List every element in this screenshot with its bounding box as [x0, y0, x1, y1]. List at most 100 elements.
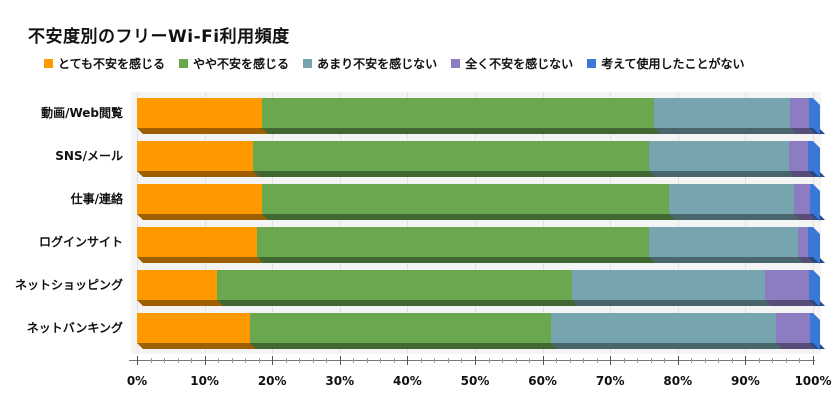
bar-segment	[262, 98, 667, 134]
stacked-bar	[137, 227, 825, 263]
bar-segment	[808, 98, 825, 134]
major-tick	[204, 356, 206, 365]
minor-tick	[150, 358, 152, 363]
major-tick	[745, 356, 747, 365]
legend-swatch-icon	[303, 59, 313, 68]
major-tick	[339, 356, 341, 365]
bar-segment-shadow	[216, 300, 584, 306]
x-tick-label: 70%	[595, 374, 625, 388]
stacked-bar	[137, 313, 825, 349]
x-tick-label: 10%	[190, 374, 219, 388]
major-tick	[407, 356, 409, 365]
stacked-bar	[137, 270, 825, 306]
bar-segment	[654, 98, 802, 134]
minor-tick	[353, 358, 355, 363]
bar-end-face	[813, 98, 820, 135]
bar-segment	[249, 313, 563, 349]
legend-label: 全く不安を感じない	[465, 57, 574, 71]
bar-segment-shadow	[253, 171, 661, 177]
category-label: 動画/Web閲覧	[41, 106, 123, 120]
legend-label: やや不安を感じる	[193, 57, 290, 71]
bar-segment	[571, 270, 777, 306]
bar-segment-shadow	[137, 171, 266, 177]
legend-item: 考えて使用したことがない	[587, 55, 745, 72]
bar-segment	[137, 270, 229, 306]
bar-segment-shadow	[668, 214, 807, 220]
bar-row: 仕事/連絡	[71, 184, 825, 227]
gridline	[137, 92, 138, 354]
category-label: ネットバンキング	[26, 321, 123, 335]
bar-segment	[809, 313, 825, 349]
minor-tick	[299, 358, 301, 363]
bar-segment	[137, 141, 266, 177]
legend-item: やや不安を感じる	[179, 55, 289, 72]
x-tick-label: 80%	[663, 374, 693, 388]
minor-tick	[650, 358, 652, 363]
legend: とても不安を感じる やや不安を感じる あまり不安を感じない 全く不安を感じない 考えて使…	[44, 55, 745, 72]
major-tick	[610, 356, 612, 365]
gridline	[475, 92, 476, 354]
minor-tick	[434, 358, 436, 363]
gridline	[407, 92, 409, 354]
bar-segment-shadow	[249, 343, 563, 349]
major-tick	[475, 356, 476, 365]
minor-tick	[556, 358, 558, 363]
gridline	[610, 92, 612, 354]
bar-end-face	[813, 270, 820, 307]
minor-tick	[515, 358, 517, 363]
bar-segment-shadow	[137, 128, 275, 134]
minor-tick	[758, 358, 760, 363]
bar-segment	[808, 227, 825, 263]
minor-tick	[785, 358, 787, 363]
bar-segment	[253, 141, 661, 177]
minor-tick	[731, 358, 733, 363]
bar-segment	[137, 184, 275, 220]
x-tick-label: 40%	[393, 374, 422, 388]
minor-tick	[191, 358, 193, 363]
minor-tick	[691, 358, 693, 363]
bar-segment-shadow	[648, 171, 801, 177]
bar-segment	[764, 270, 821, 306]
minor-tick	[461, 358, 463, 363]
major-tick	[813, 356, 814, 365]
bar-segment-shadow	[137, 214, 275, 220]
x-tick-label: 60%	[528, 374, 557, 388]
bar-row: ネットショッピング	[15, 270, 825, 313]
legend-swatch-icon	[179, 59, 189, 68]
bar-segment	[809, 184, 825, 220]
minor-tick	[393, 358, 395, 363]
x-tick-label: 30%	[325, 374, 355, 388]
legend-item: 全く不安を感じない	[451, 55, 573, 72]
gridline	[272, 92, 274, 354]
bar-segment-shadow	[571, 300, 777, 306]
bar-segment	[550, 313, 788, 349]
major-tick	[137, 356, 138, 365]
bar-end-face	[813, 313, 820, 350]
bar-segment-shadow	[648, 257, 811, 263]
x-tick-label: 100%	[794, 374, 832, 388]
minor-tick	[637, 358, 639, 363]
gridline	[813, 92, 814, 354]
minor-tick	[623, 358, 625, 363]
legend-label: 考えて使用したことがない	[601, 57, 745, 71]
bar-segment	[216, 270, 584, 306]
minor-tick	[664, 358, 666, 363]
bar-segment-shadow	[137, 300, 229, 306]
major-tick	[272, 356, 274, 365]
minor-tick	[218, 358, 220, 363]
x-tick-label: 20%	[257, 374, 287, 388]
legend-swatch-icon	[44, 59, 53, 68]
gridline	[204, 92, 206, 354]
bar-segment	[794, 184, 822, 220]
bar-segment-shadow	[262, 128, 667, 134]
x-axis-line	[129, 360, 815, 361]
bar-segment	[668, 184, 807, 220]
x-tick-label: 0%	[126, 374, 148, 388]
stacked-bar	[137, 184, 825, 220]
plot-area: 動画/Web閲覧 SNS/メール 仕事/連絡 ログインサイト ネットショッピング ネットバ…	[15, 92, 825, 354]
bar-segment-shadow	[137, 343, 262, 349]
gridline	[542, 92, 544, 354]
category-label: ログインサイト	[38, 235, 123, 249]
minor-tick	[231, 358, 233, 363]
minor-tick	[529, 358, 531, 363]
